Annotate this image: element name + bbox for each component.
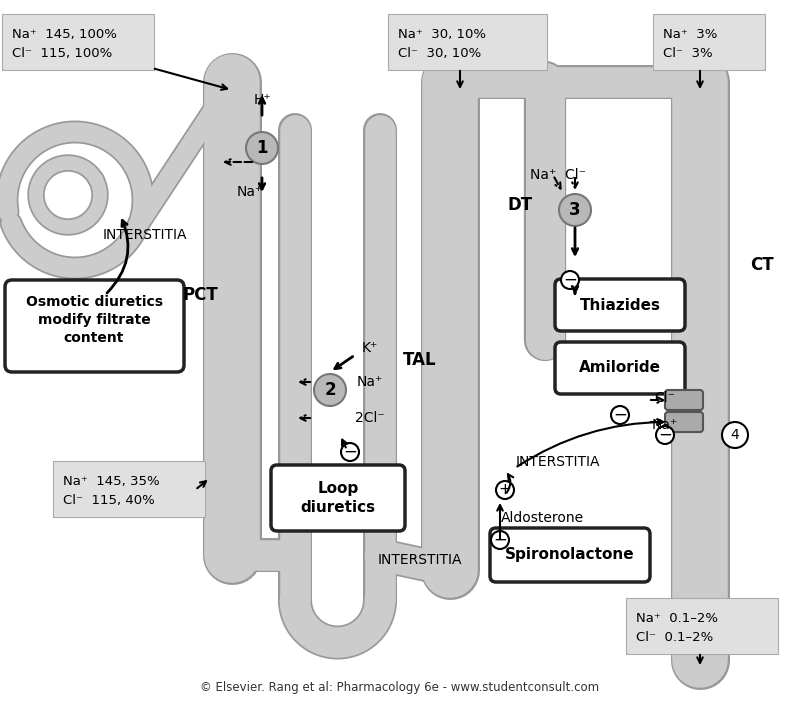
- FancyBboxPatch shape: [388, 14, 547, 70]
- Text: K⁺: K⁺: [362, 341, 378, 355]
- Text: +: +: [498, 482, 511, 498]
- Text: Na⁺: Na⁺: [357, 375, 383, 389]
- Text: Na⁺: Na⁺: [237, 185, 263, 199]
- Circle shape: [722, 422, 748, 448]
- FancyBboxPatch shape: [2, 14, 154, 70]
- Text: Loop
diuretics: Loop diuretics: [301, 482, 375, 515]
- FancyBboxPatch shape: [626, 598, 778, 654]
- Text: CT: CT: [750, 256, 774, 274]
- Text: DT: DT: [507, 196, 533, 214]
- FancyBboxPatch shape: [490, 528, 650, 582]
- Circle shape: [559, 194, 591, 226]
- FancyBboxPatch shape: [653, 14, 765, 70]
- Text: INTERSTITIA: INTERSTITIA: [516, 455, 600, 469]
- Text: Na⁺  145, 100%: Na⁺ 145, 100%: [12, 27, 117, 41]
- Text: Cl⁻  30, 10%: Cl⁻ 30, 10%: [398, 47, 482, 60]
- Circle shape: [314, 374, 346, 406]
- Text: −: −: [613, 406, 627, 424]
- Text: 2Cl⁻: 2Cl⁻: [355, 411, 385, 425]
- Text: 4: 4: [730, 428, 739, 442]
- Text: Cl⁻  115, 40%: Cl⁻ 115, 40%: [63, 494, 154, 507]
- Text: Cl⁻: Cl⁻: [654, 391, 675, 405]
- Text: Na⁺  145, 35%: Na⁺ 145, 35%: [63, 474, 160, 488]
- Text: Cl⁻  3%: Cl⁻ 3%: [663, 47, 713, 60]
- Circle shape: [496, 481, 514, 499]
- Text: Amiloride: Amiloride: [579, 360, 661, 376]
- FancyBboxPatch shape: [271, 465, 405, 531]
- Circle shape: [611, 406, 629, 424]
- FancyBboxPatch shape: [555, 342, 685, 394]
- Text: TAL: TAL: [403, 351, 437, 369]
- Text: 1: 1: [256, 139, 268, 157]
- Text: © Elsevier. Rang et al: Pharmacology 6e - www.studentconsult.com: © Elsevier. Rang et al: Pharmacology 6e …: [201, 681, 599, 694]
- Text: −: −: [658, 426, 672, 444]
- Text: Aldosterone: Aldosterone: [501, 511, 583, 525]
- FancyBboxPatch shape: [555, 279, 685, 331]
- FancyBboxPatch shape: [53, 461, 205, 517]
- Circle shape: [656, 426, 674, 444]
- Text: Na⁺  3%: Na⁺ 3%: [663, 27, 718, 41]
- Text: Na⁺  Cl⁻: Na⁺ Cl⁻: [530, 168, 586, 182]
- FancyBboxPatch shape: [665, 390, 703, 410]
- Text: −: −: [563, 271, 577, 289]
- Text: Na⁺  0.1–2%: Na⁺ 0.1–2%: [636, 612, 718, 625]
- Circle shape: [561, 271, 579, 289]
- Text: −: −: [343, 443, 357, 461]
- Text: Na⁺: Na⁺: [652, 418, 678, 432]
- Text: Cl⁻  0.1–2%: Cl⁻ 0.1–2%: [636, 631, 714, 644]
- FancyBboxPatch shape: [5, 280, 184, 372]
- FancyBboxPatch shape: [665, 412, 703, 432]
- Circle shape: [491, 531, 509, 549]
- Text: Na⁺  30, 10%: Na⁺ 30, 10%: [398, 27, 486, 41]
- Text: −: −: [493, 531, 507, 549]
- Text: 3: 3: [569, 201, 581, 219]
- Text: PCT: PCT: [182, 286, 218, 304]
- Text: H⁺: H⁺: [253, 93, 271, 107]
- Text: INTERSTITIA: INTERSTITIA: [378, 553, 462, 567]
- Text: Spironolactone: Spironolactone: [505, 548, 635, 563]
- Text: Osmotic diuretics
modify filtrate
content: Osmotic diuretics modify filtrate conten…: [26, 295, 162, 345]
- Text: Cl⁻  115, 100%: Cl⁻ 115, 100%: [12, 47, 112, 60]
- Text: INTERSTITIA: INTERSTITIA: [102, 228, 187, 242]
- Circle shape: [246, 132, 278, 164]
- Circle shape: [341, 443, 359, 461]
- Text: 2: 2: [324, 381, 336, 399]
- Text: Thiazides: Thiazides: [579, 298, 661, 312]
